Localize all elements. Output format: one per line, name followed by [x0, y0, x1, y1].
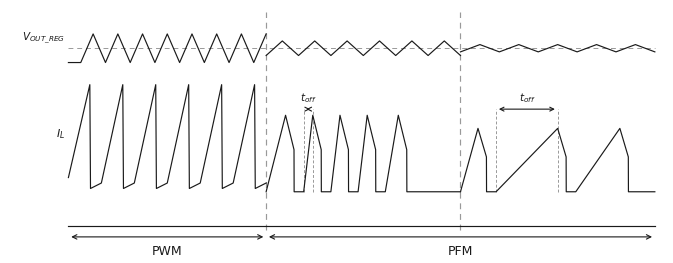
Text: $V_{OUT\_REG}$: $V_{OUT\_REG}$: [22, 31, 65, 45]
Text: PWM: PWM: [152, 245, 182, 258]
Text: $t_{off}$: $t_{off}$: [519, 92, 535, 105]
Text: $I_L$: $I_L$: [56, 127, 65, 141]
Text: PFM: PFM: [448, 245, 473, 258]
Text: $t_{off}$: $t_{off}$: [300, 92, 316, 105]
